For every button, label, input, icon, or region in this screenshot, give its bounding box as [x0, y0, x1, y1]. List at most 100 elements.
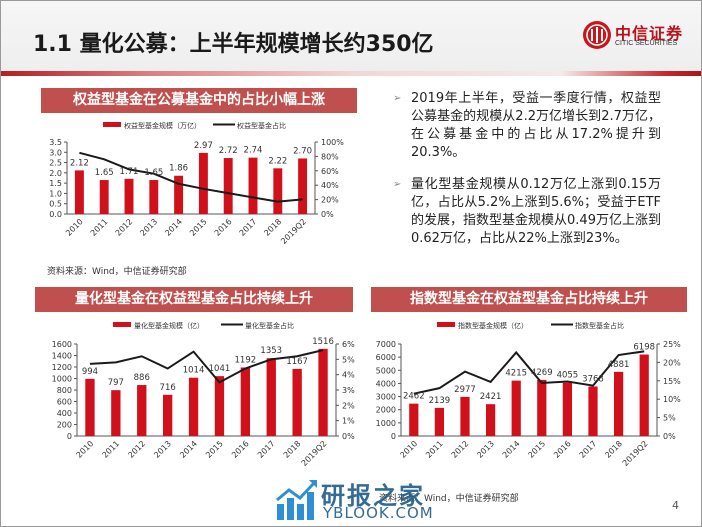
x-tick-label: 2016 — [230, 439, 251, 460]
x-tick-label: 2017 — [578, 439, 599, 460]
y-tick-label: 4000 — [376, 379, 396, 388]
bar-data-label: 2139 — [429, 396, 451, 406]
y2-tick-label: 0% — [342, 432, 355, 441]
y-tick-label: 1.0 — [49, 189, 62, 198]
bar-data-label: 2.22 — [268, 156, 287, 166]
bar — [149, 180, 159, 214]
bar-data-label: 2.97 — [194, 141, 213, 151]
y2-tick-label: 40% — [321, 181, 339, 190]
y-tick-label: 1.5 — [49, 179, 62, 188]
bar — [74, 170, 84, 214]
chart1-title: 权益型基金在公募基金中的占比小幅上涨 — [41, 88, 357, 113]
y2-tick-label: 1% — [342, 417, 355, 426]
chart3-title: 指数型基金在权益型基金占比持续上升 — [371, 287, 687, 312]
x-tick-label: 2011 — [101, 439, 122, 460]
bar-data-label: 1.65 — [144, 168, 163, 178]
x-tick-label: 2012 — [126, 439, 147, 460]
y-tick-label: 3000 — [376, 393, 396, 402]
bar — [588, 386, 598, 436]
bar — [562, 382, 573, 436]
x-tick-label: 2014 — [178, 439, 199, 460]
bar — [639, 354, 649, 436]
x-tick-label: 2011 — [424, 439, 445, 460]
chart-legend: 指数型基金规模（亿） 指数型基金占比 — [437, 321, 624, 330]
x-tick-label: 2015 — [204, 439, 225, 460]
bar-data-label: 2462 — [403, 392, 425, 402]
bullet-item: ➢ 2019年上半年，受益一季度行情，权益型公募基金的规模从2.2万亿增长到2.… — [393, 90, 661, 162]
bar — [613, 371, 624, 436]
chart-legend: 权益型基金规模（万亿） 权益型基金占比 — [103, 121, 286, 130]
bar-data-label: 2.12 — [70, 158, 89, 168]
x-tick-label: 2019Q2 — [621, 439, 650, 468]
y-tick-label: 6000 — [376, 353, 396, 362]
bar — [248, 157, 258, 214]
bar-data-label: 2.72 — [219, 146, 238, 156]
legend-label-line: 权益型基金占比 — [237, 121, 286, 130]
bar — [318, 348, 328, 436]
bar — [409, 403, 419, 436]
watermark-chart-icon — [276, 480, 317, 520]
y-tick-label: 1000 — [376, 419, 396, 428]
bullet-item: ➢ 量化型基金规模从0.12万亿上涨到0.15万亿，占比从5.2%上涨到5.6%… — [393, 176, 661, 248]
arrow-bullet-icon: ➢ — [393, 179, 402, 190]
bar — [99, 180, 109, 214]
y-tick-label: 1200 — [52, 363, 72, 372]
x-tick-label: 2011 — [89, 217, 110, 238]
bar-data-label: 4269 — [531, 368, 553, 378]
y-tick-label: 2000 — [376, 406, 396, 415]
source-note-bottom: 资料来源：Wind，中信证券研究部 — [379, 494, 519, 504]
bar-data-label: 3768 — [582, 374, 604, 384]
y-tick-label: 0.5 — [49, 200, 62, 209]
bar — [511, 380, 521, 436]
logo-text-en: CITIC SECURITIES — [615, 40, 678, 47]
bar-data-label: 1041 — [209, 364, 231, 374]
bar — [460, 396, 470, 436]
logo-text-cn: 中信证券 — [615, 24, 684, 43]
y-tick-label: 0 — [391, 432, 396, 441]
bar-data-label: 4215 — [505, 369, 527, 379]
x-tick-label: 2013 — [152, 439, 173, 460]
bar — [162, 394, 173, 436]
bar-data-label: 2421 — [480, 392, 502, 402]
y-tick-label: 1000 — [52, 375, 72, 384]
chart-equity-fund-share: 权益型基金规模（万亿） 权益型基金占比 0.00.5 1.01.52.02.5 3.03… — [49, 121, 344, 246]
y2-tick-label: 6% — [342, 340, 355, 349]
y-tick-label: 3.0 — [49, 148, 62, 157]
bar — [198, 152, 208, 214]
watermark-text-cn: 研报之家 — [321, 482, 425, 510]
y-tick-label: 1400 — [52, 352, 72, 361]
y-tick-label: 800 — [57, 386, 72, 395]
y2-tick-label: 80% — [321, 152, 339, 161]
slide-header: 1.1 量化公募：上半年规模增长约350亿 中信证券 CITIC SECURIT… — [1, 1, 701, 73]
bar-data-label: 6198 — [633, 343, 655, 353]
bar-data-label: 1.86 — [169, 164, 188, 174]
y2-tick-label: 3% — [342, 386, 355, 395]
x-tick-label: 2010 — [64, 217, 85, 238]
y2-tick-label: 100% — [321, 138, 344, 147]
watermark: 研报之家 YBLOOK.COM — [275, 476, 505, 522]
y-tick-label: 400 — [57, 409, 72, 418]
x-tick-label: 2019Q2 — [279, 217, 308, 246]
y2-tick-label: 25% — [663, 340, 681, 349]
y-tick-label: 1600 — [52, 340, 72, 349]
bar-data-label: 4881 — [608, 360, 630, 370]
y2-tick-label: 60% — [321, 167, 339, 176]
chart-quant-fund-share: 量化型基金规模（亿） 量化型基金占比 0 200 400 600 800 1000 1200 14… — [52, 321, 355, 468]
chart-legend: 量化型基金规模（亿） 量化型基金占比 — [113, 321, 294, 330]
x-tick-label: 2013 — [138, 217, 159, 238]
y-tick-label: 7000 — [376, 340, 396, 349]
arrow-bullet-icon: ➢ — [393, 93, 402, 104]
chart2-title: 量化型基金在权益型基金占比持续上升 — [35, 287, 353, 312]
slide-title: 1.1 量化公募：上半年规模增长约350亿 — [33, 32, 434, 57]
x-tick-label: 2019Q2 — [300, 439, 329, 468]
watermark-text-en: YBLOOK.COM — [323, 504, 434, 522]
y2-tick-label: 0% — [663, 432, 676, 441]
y-tick-label: 5000 — [376, 366, 396, 375]
x-tick-label: 2012 — [450, 439, 471, 460]
x-tick-label: 2018 — [603, 439, 624, 460]
y2-tick-label: 20% — [663, 358, 681, 367]
legend-swatch-bar — [437, 322, 455, 327]
source-note-top: 资料来源：Wind，中信证券研究部 — [47, 267, 187, 277]
legend-swatch-bar — [113, 322, 131, 327]
